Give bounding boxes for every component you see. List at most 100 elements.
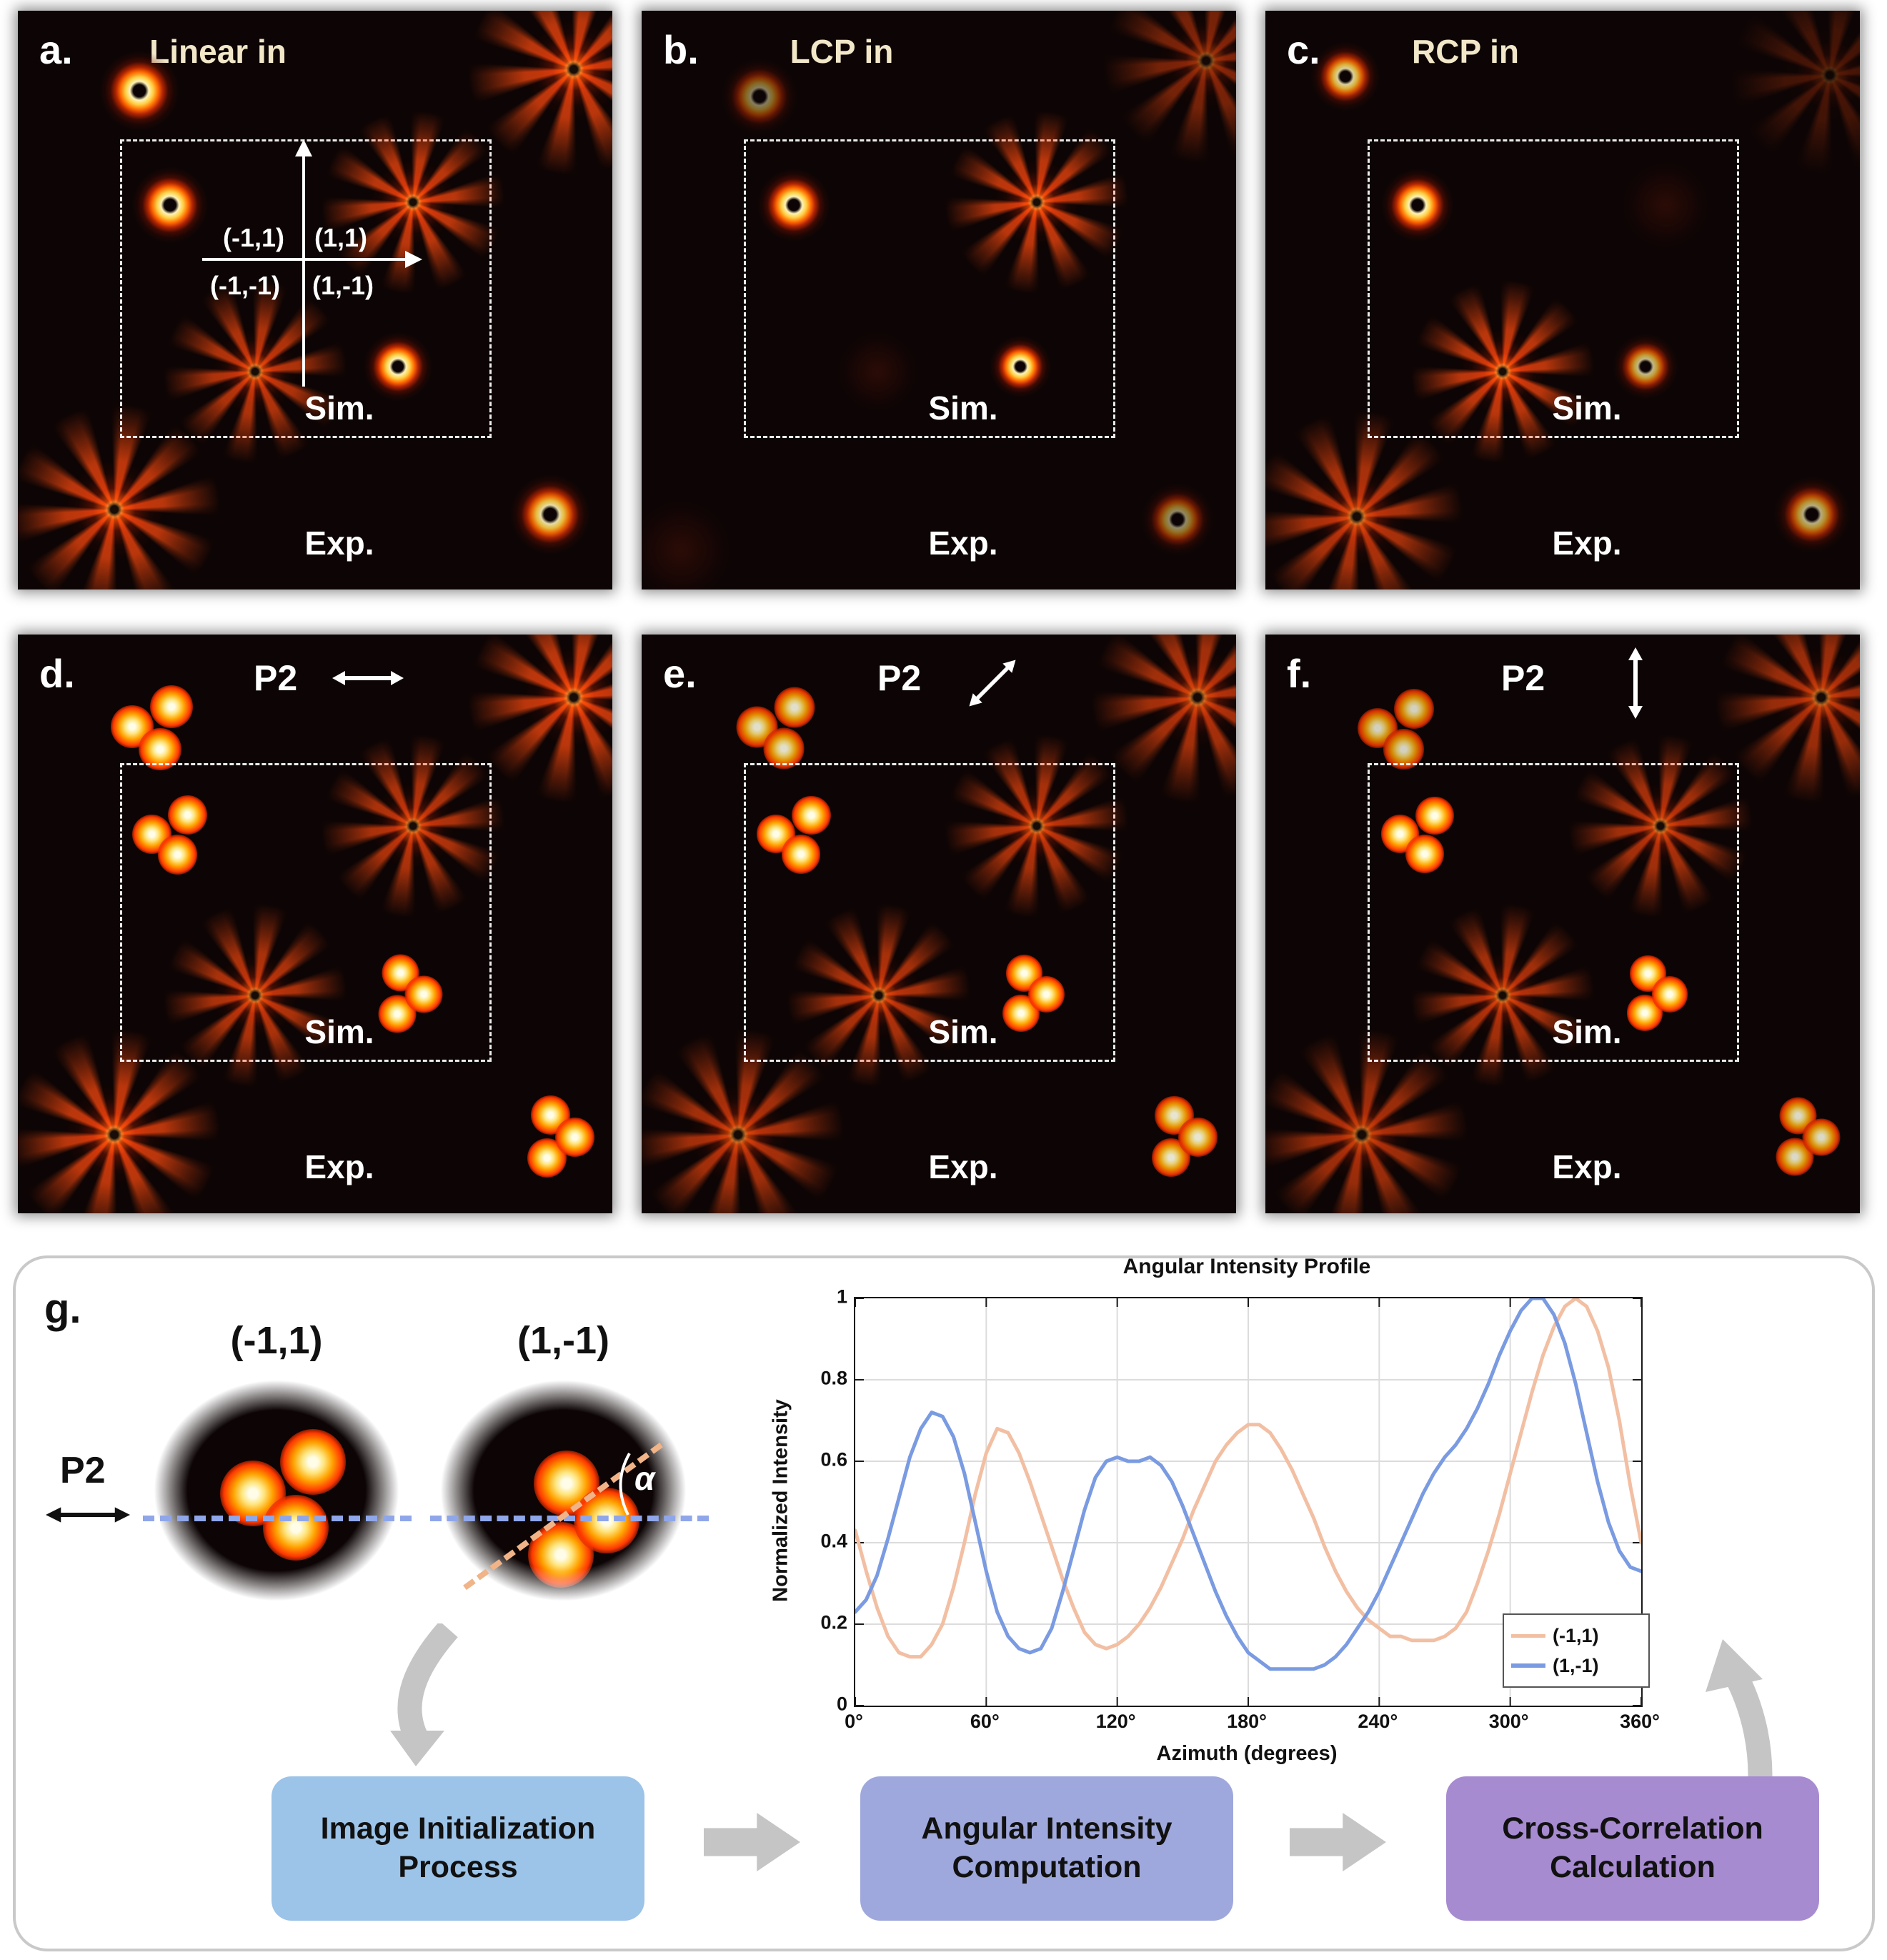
trefoil-beam [753,791,837,875]
sim-label: Sim. [1552,1013,1622,1050]
panel-b-lcp-in: b. LCP in Sim. Exp. [642,11,1236,590]
trefoil-beam [357,951,443,1033]
legend-line-swatch [1511,1663,1545,1668]
trefoil-beam [505,1092,594,1178]
panel-letter: g. [44,1285,81,1332]
exp-label: Exp. [304,524,374,562]
trefoil-beam [1755,1094,1841,1176]
trefoil-beam [1130,1093,1218,1177]
panel-letter: e. [663,651,697,696]
flow-box-line1: Angular Intensity [921,1811,1172,1846]
trefoil-beam [1378,792,1460,875]
panel-letter: b. [663,27,699,72]
x-tick-label: 120° [1095,1711,1136,1732]
trefoil-beam [129,790,214,876]
sim-region-box [744,139,1115,438]
right-image-label: (1,-1) [517,1319,609,1362]
legend-series-name: (-1,1) [1553,1624,1599,1646]
reference-axis-dashed-line [143,1516,412,1521]
star-beam [1265,409,1464,590]
donut-beam [990,336,1051,397]
panel-title: P2 [254,658,298,698]
chart-canvas [853,1296,1643,1706]
panel-c-rcp-in: c. RCP in Sim. Exp. [1265,11,1860,590]
double-arrow-horizontal-icon [46,1507,130,1523]
chart-legend: (-1,1) (1,-1) [1503,1613,1650,1688]
reference-axis-dashed-line [430,1516,709,1521]
beam-crop-image-right [439,1379,687,1602]
double-arrow-horizontal-icon [332,671,404,685]
quadrant-label-tr: (1,1) [314,223,368,252]
chart-y-tick-labels: 0 0.2 0.4 0.6 0.8 1 [786,1286,847,1715]
star-beam [786,902,972,1088]
exp-label: Exp. [928,1148,998,1185]
panel-title: RCP in [1412,33,1519,70]
star-beam [1730,11,1860,175]
y-tick-label: 0.2 [820,1611,847,1633]
left-image-label: (-1,1) [230,1319,323,1362]
trefoil-beam [107,680,200,772]
star-beam [944,109,1130,295]
x-tick-label: 240° [1358,1711,1398,1732]
chart-x-tick-labels: 0° 60° 120° 180° 240° 300° 360° [845,1711,1660,1736]
y-tick-label: 0.4 [820,1530,847,1552]
coordinate-axes-icon [202,139,422,387]
flow-box-line2: Process [398,1850,518,1884]
donut-beam [722,59,797,134]
legend-entry: (-1,1) [1511,1621,1641,1651]
star-beam [162,279,348,464]
faint-beam-smudge [838,332,917,411]
legend-series-name: (1,-1) [1553,1654,1599,1676]
star-beam [320,109,506,295]
exp-label: Exp. [304,1148,374,1185]
double-arrow-vertical-icon [1628,647,1643,719]
flow-box-image-initialization: Image Initialization Process [272,1776,644,1921]
alpha-angle-label: α [634,1460,655,1497]
panel-title: LCP in [790,33,894,70]
panel-e-p2-diagonal: e. P2 Sim. Exp. [642,635,1236,1213]
trefoil-beam [733,682,822,771]
flow-box-cross-correlation: Cross-Correlation Calculation [1446,1776,1819,1921]
donut-beam [1311,42,1380,111]
panel-f-p2-vertical: f. P2 Sim. Exp. [1265,635,1860,1213]
star-beam [1410,279,1595,464]
donut-beam [1613,334,1678,399]
y-tick-label: 0.8 [820,1367,847,1389]
star-beam [1102,11,1236,164]
panel-title: P2 [1501,658,1545,698]
flow-box-line2: Calculation [1550,1850,1716,1884]
x-tick-label: 360° [1620,1711,1660,1732]
legend-entry: (1,-1) [1511,1651,1641,1681]
flow-box-line1: Image Initialization [320,1811,596,1846]
star-beam [1568,733,1753,919]
alpha-angle-arc-icon [619,1453,631,1516]
star-beam [320,733,506,919]
panel-title: P2 [877,658,922,698]
donut-beam [364,332,432,401]
panel-letter: f. [1287,651,1312,696]
panel-letter: a. [39,27,73,72]
sim-label: Sim. [304,1013,374,1050]
sim-label: Sim. [928,1013,998,1050]
star-beam [162,902,348,1088]
panel-letter: d. [39,651,75,696]
flow-box-angular-intensity: Angular Intensity Computation [860,1776,1233,1921]
sim-label: Sim. [1552,389,1622,427]
exp-label: Exp. [1552,524,1622,562]
donut-beam [1382,169,1453,241]
polarizer-label: P2 [60,1450,106,1491]
sim-label: Sim. [928,389,998,427]
quadrant-label-bl: (-1,-1) [210,271,280,300]
panel-a-linear-in: a. Linear in (-1,1) (1,1) (-1,-1) (1,-1)… [18,11,612,590]
donut-beam [511,475,589,554]
beam-crop-image-left [153,1379,400,1602]
double-arrow-diagonal-icon [969,660,1016,707]
y-tick-label: 0.6 [820,1448,847,1471]
x-tick-label: 60° [970,1711,1000,1732]
x-tick-label: 180° [1227,1711,1267,1732]
legend-line-swatch [1511,1633,1545,1638]
faint-beam-smudge [1623,162,1708,248]
quadrant-label-tl: (-1,1) [222,223,285,252]
star-beam [1410,902,1595,1088]
faint-beam-smudge [642,500,731,590]
